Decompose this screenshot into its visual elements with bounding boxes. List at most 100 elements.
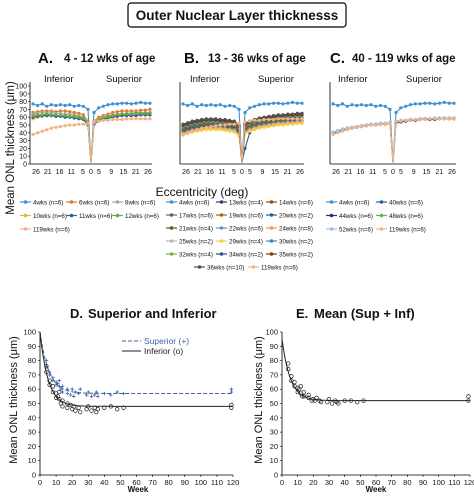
panel-c-data-point [378, 103, 383, 108]
panel-b-data-point [218, 103, 222, 107]
panel-e-xlabel: Week [366, 485, 387, 494]
panel-c-data-point [331, 132, 335, 136]
panel-c-xtick-label: 9 [412, 169, 416, 176]
panel-d-ytick-label: 90 [28, 342, 36, 351]
panel-b-data-point [209, 128, 213, 132]
panel-b-data-point [248, 106, 252, 110]
panel-d-xtick-label: 90 [181, 478, 189, 487]
panel-a-data-point [68, 110, 72, 114]
panel-a-data-point [111, 110, 115, 115]
panel-b-data-point [232, 119, 236, 123]
panel-c-data-point [340, 102, 345, 106]
panel-c-data-point [442, 100, 446, 104]
panel-a-data-point [31, 102, 35, 106]
panel-c-legend-marker [329, 200, 334, 204]
panel-c-data-point [383, 122, 387, 126]
figure-title-box [127, 2, 347, 28]
panel-b-legend-label: 13wks (n=4) [229, 200, 263, 207]
panel-e-point [306, 392, 311, 398]
panel-b-data-point [195, 118, 199, 122]
panel-a-legend-label: 6wks (n=6) [79, 200, 109, 207]
panel-b-data-point [262, 102, 266, 106]
panel-d-inferior-point [102, 405, 107, 410]
top-xlabel: Eccentricity (deg) [156, 185, 249, 199]
panel-a-data-point [86, 121, 90, 125]
panel-b-legend-marker [251, 265, 256, 269]
panel-d-ytick-label: 50 [28, 399, 36, 408]
panel-e-xtick-label: 10 [293, 478, 301, 487]
panel-c-legend-marker [329, 213, 334, 218]
panel-d-inferior-point [47, 378, 52, 383]
panel-b-data-point [290, 117, 295, 121]
panel-a-ytick-label: 20 [19, 146, 27, 153]
panel-d-superior-point [68, 393, 73, 397]
panel-d-inferior-point [44, 364, 49, 369]
panel-a-xtick-label: 5 [97, 169, 101, 176]
panel-a-ytick-label: 60 [19, 115, 27, 122]
panel-d-ytick-label: 30 [28, 428, 36, 437]
panel-b-data-point [214, 128, 218, 132]
panel-c-xtick-label: 16 [357, 169, 365, 176]
panel-c-data-point [388, 121, 392, 125]
panel-c-data-point [437, 101, 442, 105]
panel-d-ytick-label: 70 [28, 370, 36, 379]
panel-a-data-point [81, 122, 85, 126]
panel-a-data-point [86, 107, 90, 111]
panel-b-xtick-label: 21 [284, 169, 292, 176]
panel-c-data-point [408, 118, 413, 122]
panel-b-data-point [295, 101, 299, 105]
panel-d-superior-point [229, 390, 234, 394]
panel-c-legend-marker [379, 213, 384, 218]
panel-e-point [466, 398, 471, 403]
panel-b-legend-marker [219, 213, 224, 217]
panel-c-xtick-label: 26 [332, 169, 340, 176]
panel-a-data-point [139, 111, 143, 115]
panel-b-data-point [243, 146, 247, 150]
panel-b-data-point [228, 118, 232, 122]
panel-a-xtick-label: 26 [144, 169, 152, 176]
panel-b-data-point [214, 117, 218, 121]
panel-e-point [466, 394, 471, 399]
panel-b-data-point [276, 117, 280, 121]
panel-e-point [301, 389, 307, 395]
panel-a-data-point [36, 103, 40, 108]
panel-b-xtick-label: 11 [218, 169, 225, 176]
panel-a-data-point [81, 113, 85, 117]
panel-a-superior-label: Superior [106, 74, 142, 85]
panel-a-data-point [139, 117, 143, 121]
panel-c-data-point [345, 128, 349, 132]
panel-c-data-point [345, 104, 349, 108]
panel-d-superior-point [115, 390, 119, 394]
panel-a-data-point [143, 111, 147, 115]
panel-a-data-point [63, 114, 67, 118]
panel-a-data-point [54, 103, 58, 108]
panel-b-legend-marker [219, 226, 224, 230]
panel-c-data-point [374, 104, 378, 108]
panel-d-superior-point [47, 373, 52, 377]
panel-a-data-point [148, 117, 152, 121]
panel-a-data-point [115, 102, 119, 106]
panel-b-xtick-label: 21 [194, 169, 202, 176]
panel-d-inferior-point [89, 408, 94, 413]
panel-a-legend-marker [23, 213, 28, 218]
panel-d-inferior-point [65, 405, 70, 410]
panel-e-ytick-label: 40 [270, 413, 278, 422]
panel-a-ytick-label: 30 [19, 138, 27, 145]
panel-a-data-point [97, 119, 101, 123]
panel-b-data-point [290, 100, 295, 104]
panel-b-legend-marker [197, 265, 202, 269]
panel-a-ytick-label: 70 [19, 107, 27, 114]
panel-d-superior-fit [39, 331, 233, 394]
panel-e-ytick-label: 80 [270, 356, 278, 365]
panel-d-superior-point [86, 390, 91, 394]
panel-b-data-point [271, 124, 276, 128]
panel-e-ytick-label: 50 [270, 399, 278, 408]
panel-b-data-point [195, 128, 199, 132]
panel-e-ytick-label: 70 [270, 370, 278, 379]
panel-b-legend-marker [219, 200, 224, 204]
panel-b-data-point [209, 117, 213, 121]
panel-b-legend-marker [169, 200, 174, 204]
panel-c-data-point [418, 117, 422, 122]
panel-c-data-point [452, 117, 456, 121]
panel-b-inferior-label: Inferior [190, 74, 220, 85]
